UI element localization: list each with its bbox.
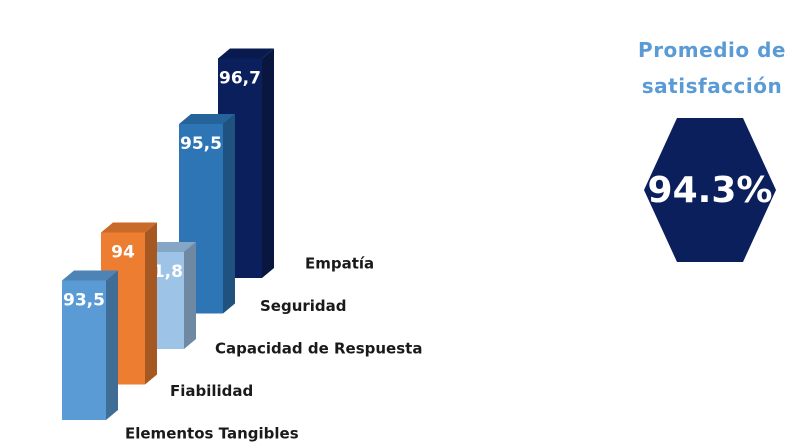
bar-side <box>223 114 235 314</box>
bar <box>62 280 106 420</box>
bar-side <box>106 270 118 420</box>
summary-title: Promedio de satisfacción <box>638 38 786 98</box>
category-label: Elementos Tangibles <box>125 425 299 443</box>
value-label: 93,5 <box>63 291 105 311</box>
bar-side <box>184 242 196 349</box>
category-label: Seguridad <box>260 297 347 315</box>
value-label: 96,7 <box>219 69 261 89</box>
category-label: Fiabilidad <box>170 382 253 400</box>
bar-top <box>62 270 118 281</box>
summary-value: 94.3% <box>648 170 773 211</box>
category-label: Empatía <box>305 255 374 273</box>
value-label: 94 <box>111 243 135 263</box>
category-label: Capacidad de Respuesta <box>215 340 422 358</box>
summary-hexagon <box>644 118 776 262</box>
bar-side <box>145 222 157 385</box>
bar-top <box>179 114 235 124</box>
bar-top <box>218 48 274 59</box>
bar-top <box>101 222 157 233</box>
value-label: 95,5 <box>180 134 222 154</box>
bar-side <box>262 48 274 278</box>
